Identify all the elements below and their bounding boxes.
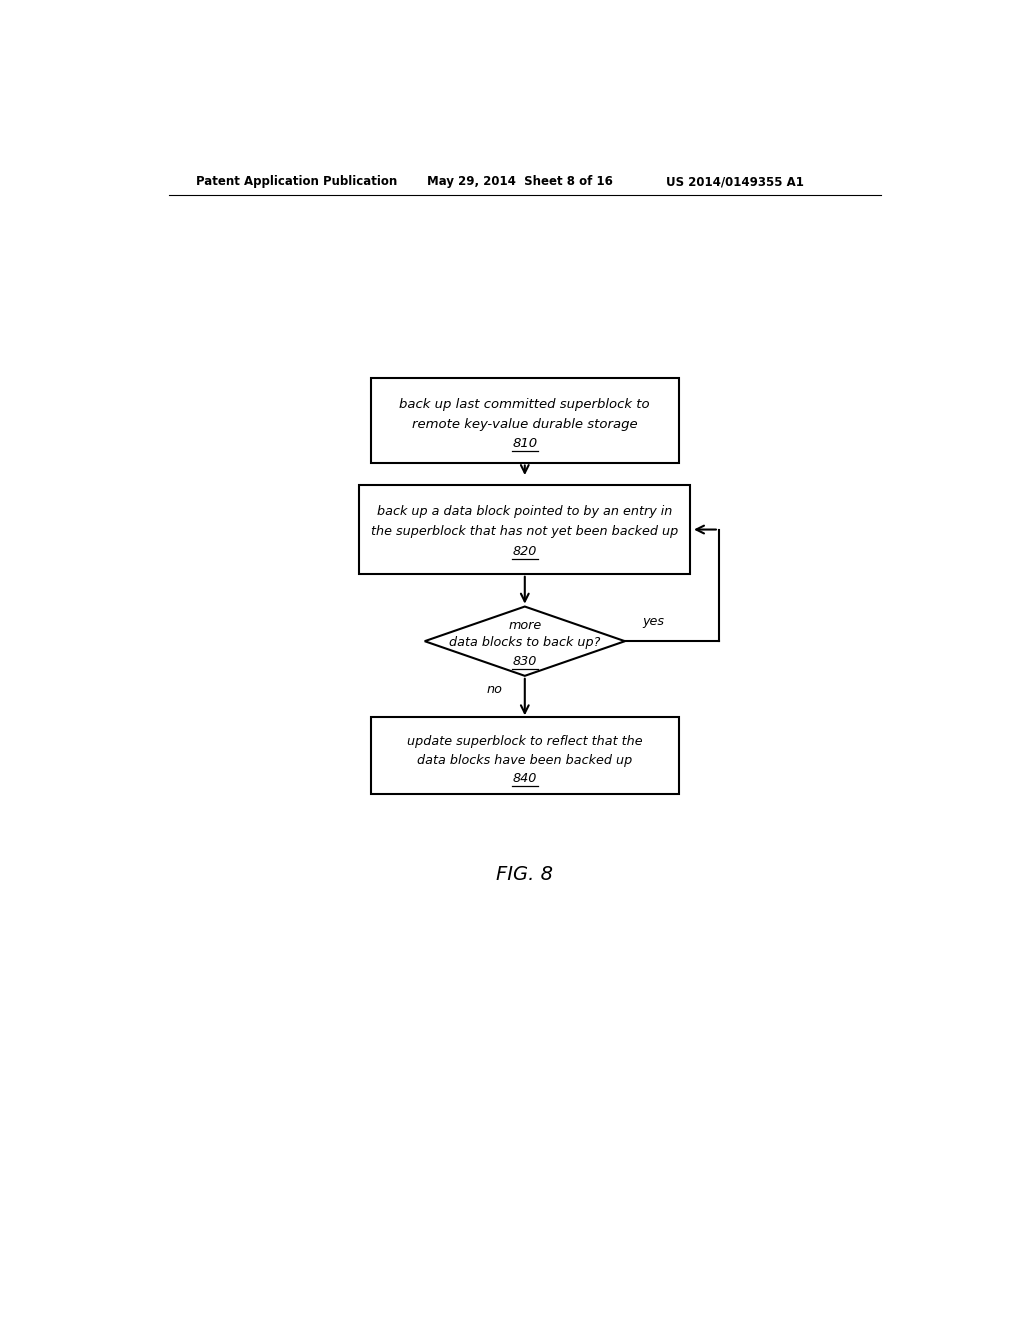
Text: back up a data block pointed to by an entry in: back up a data block pointed to by an en…	[377, 506, 673, 519]
Text: US 2014/0149355 A1: US 2014/0149355 A1	[666, 176, 804, 187]
Text: FIG. 8: FIG. 8	[497, 865, 553, 884]
Text: back up last committed superblock to: back up last committed superblock to	[399, 399, 650, 412]
Text: 820: 820	[513, 545, 537, 557]
Text: May 29, 2014  Sheet 8 of 16: May 29, 2014 Sheet 8 of 16	[427, 176, 613, 187]
Bar	[359, 486, 690, 574]
Text: 840: 840	[513, 772, 537, 785]
Text: data blocks to back up?: data blocks to back up?	[450, 636, 600, 649]
Text: the superblock that has not yet been backed up: the superblock that has not yet been bac…	[371, 525, 679, 539]
Text: 830: 830	[513, 655, 537, 668]
Bar	[371, 378, 679, 462]
Bar	[371, 717, 679, 793]
Text: yes: yes	[642, 615, 664, 628]
Text: data blocks have been backed up: data blocks have been backed up	[417, 754, 633, 767]
Text: more: more	[508, 619, 542, 631]
Text: Patent Application Publication: Patent Application Publication	[196, 176, 397, 187]
Text: remote key-value durable storage: remote key-value durable storage	[412, 417, 638, 430]
Text: 810: 810	[512, 437, 538, 450]
Text: no: no	[486, 684, 502, 696]
Text: update superblock to reflect that the: update superblock to reflect that the	[407, 735, 643, 748]
Polygon shape	[425, 607, 625, 676]
